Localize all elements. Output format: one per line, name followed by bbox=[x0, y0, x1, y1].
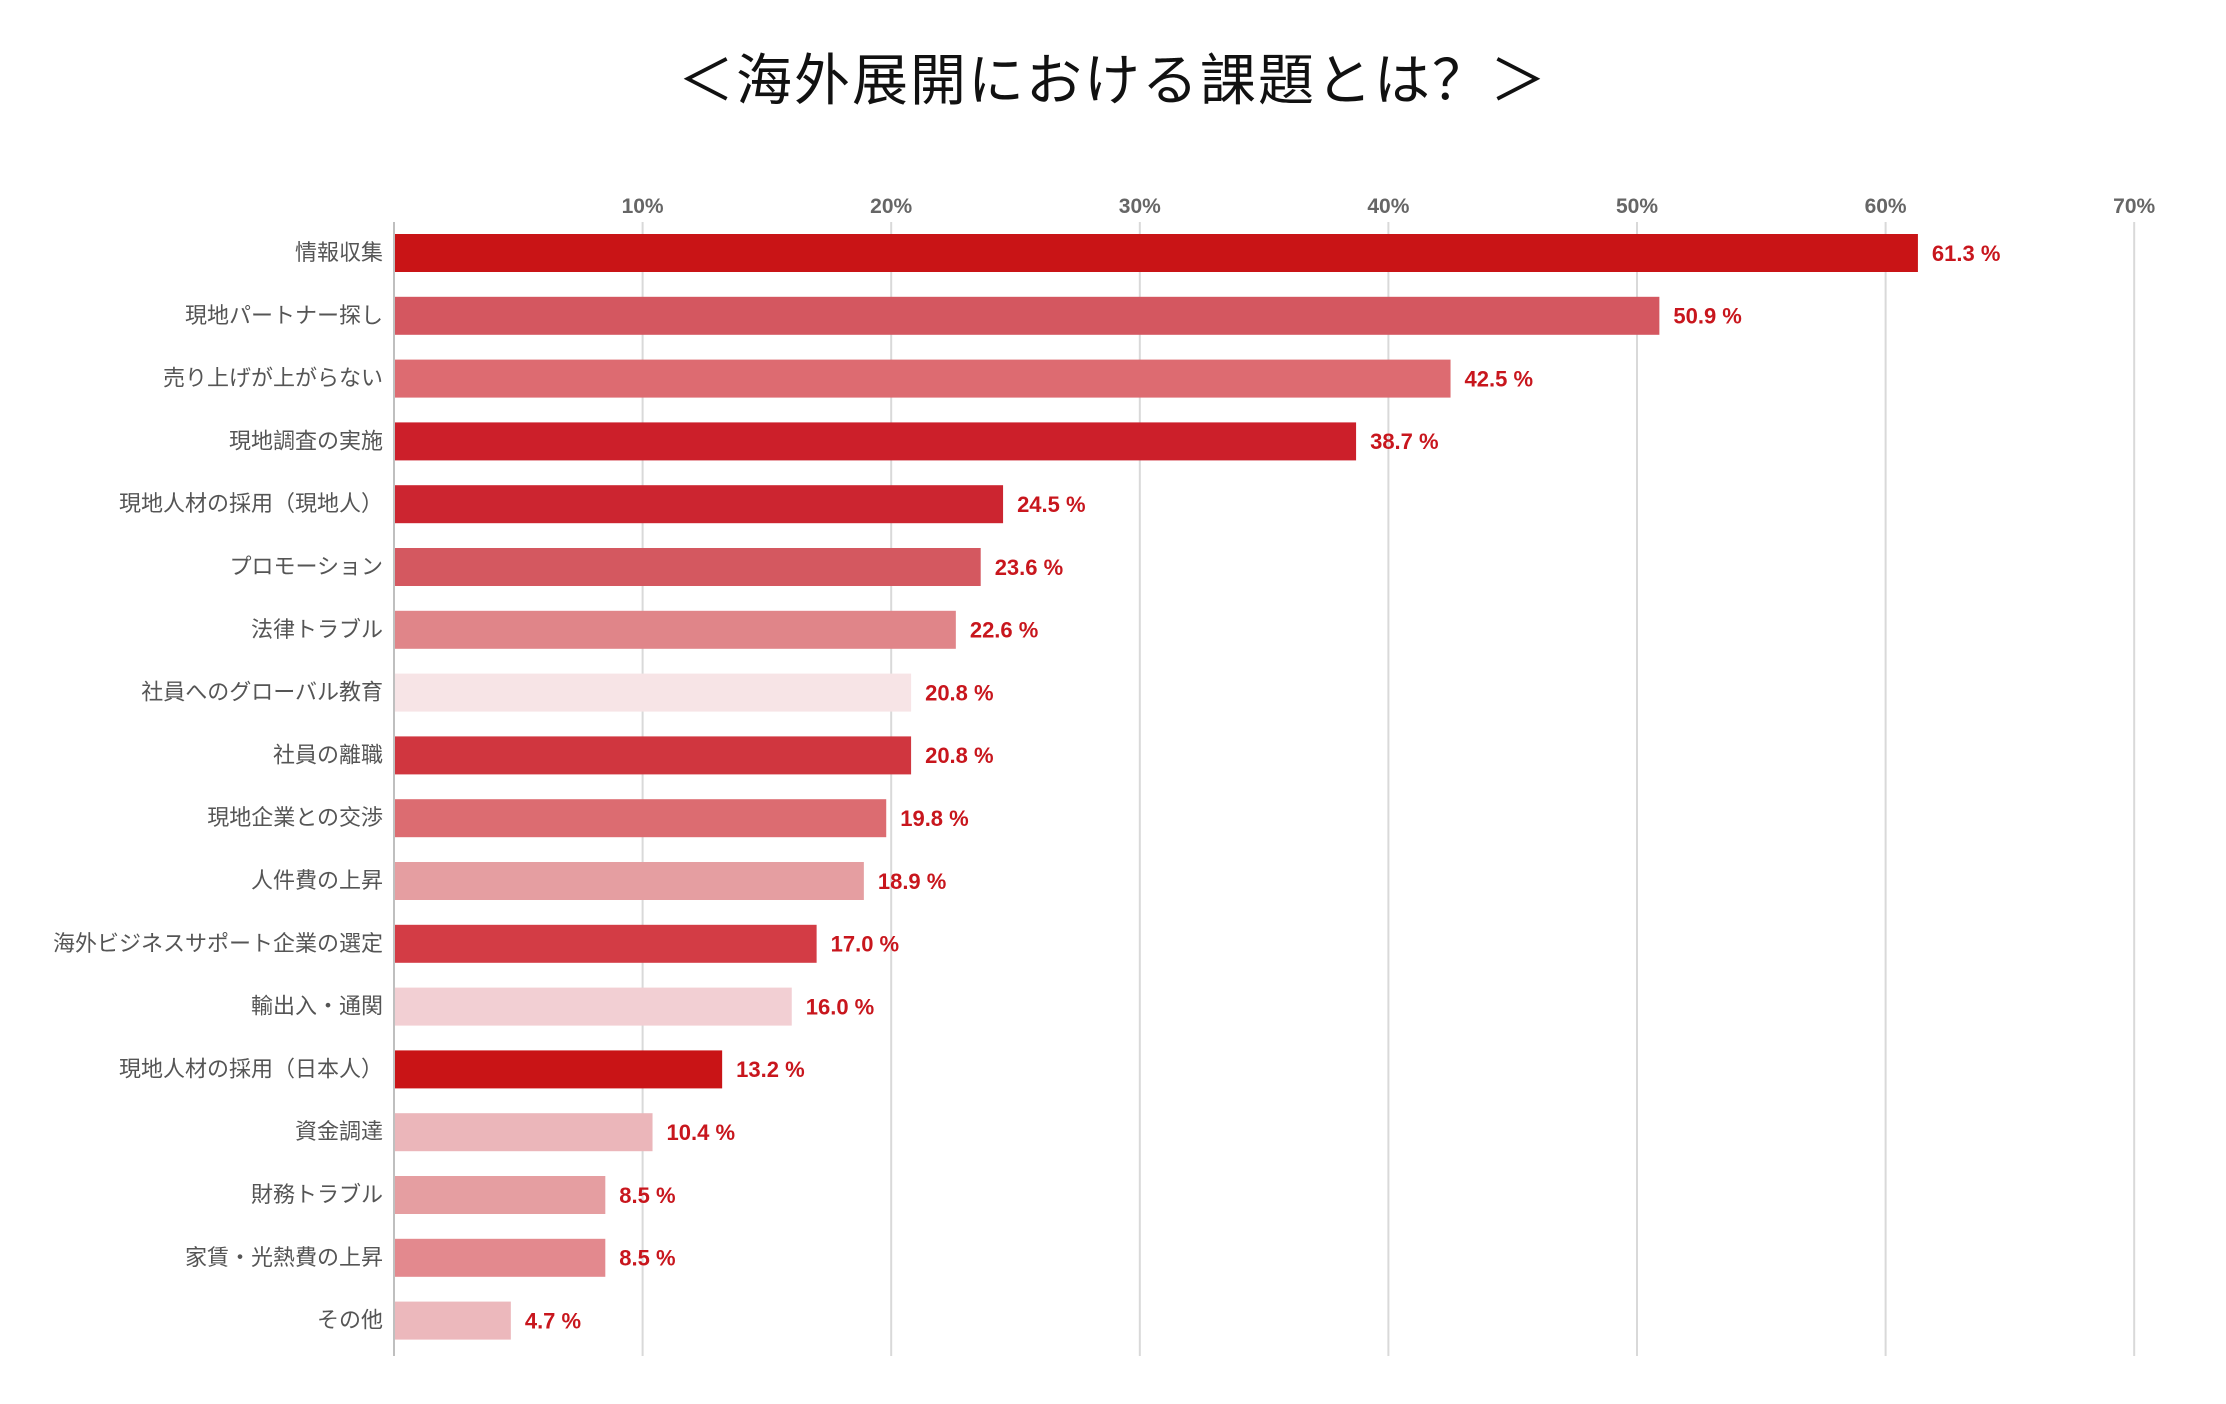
bar bbox=[394, 862, 864, 900]
data-label: 17.0 % bbox=[831, 932, 900, 957]
category-label: 財務トラブル bbox=[251, 1183, 383, 1208]
data-label: 10.4 % bbox=[667, 1120, 736, 1145]
x-tick-label: 40% bbox=[1367, 195, 1409, 218]
data-label: 22.6 % bbox=[970, 618, 1038, 643]
category-label: 家賃・光熱費の上昇 bbox=[185, 1246, 383, 1271]
bars bbox=[394, 234, 1918, 1340]
x-tick-label: 70% bbox=[2113, 195, 2155, 218]
bar bbox=[394, 987, 792, 1026]
data-label: 24.5 % bbox=[1017, 492, 1086, 517]
value-labels: 61.3 % 50.9 % 42.5 % 38.7 % 24.5 % 23.6 % 22.6… bbox=[525, 241, 2001, 1334]
category-labels: 情報収集現地パートナー探し売り上げが上がらない現地調査の実施現地人材の採用（現地… bbox=[53, 241, 383, 1334]
category-label: 輸出入・通関 bbox=[251, 995, 383, 1020]
category-label: 現地パートナー探し bbox=[185, 304, 383, 329]
data-label: 13.2 % bbox=[736, 1057, 805, 1082]
bar bbox=[394, 736, 912, 775]
x-axis-ticks: 10% 20% 30% 40% 50% 60% 70% bbox=[622, 195, 2156, 218]
chart-title: ＜海外展開における課題とは？＞ bbox=[678, 49, 1548, 114]
bar bbox=[394, 924, 817, 963]
bar bbox=[394, 1301, 511, 1340]
data-label: 8.5 % bbox=[619, 1183, 675, 1208]
category-label: 現地企業との交渉 bbox=[207, 806, 383, 831]
category-label: 社員の離職 bbox=[273, 743, 383, 768]
data-label: 20.8 % bbox=[925, 743, 994, 768]
gridlines bbox=[641, 222, 2136, 1356]
data-label: 42.5 % bbox=[1465, 366, 1534, 391]
x-tick-label: 20% bbox=[870, 195, 912, 218]
data-label: 20.8 % bbox=[925, 680, 994, 705]
category-label: プロモーション bbox=[229, 555, 383, 580]
category-label: 海外ビジネスサポート企業の選定 bbox=[53, 932, 383, 957]
category-label: 法律トラブル bbox=[251, 618, 383, 643]
bar bbox=[394, 610, 956, 649]
bar bbox=[394, 296, 1660, 335]
data-label: 18.9 % bbox=[878, 869, 947, 894]
x-tick-label: 10% bbox=[622, 195, 664, 218]
data-label: 61.3 % bbox=[1932, 241, 2001, 266]
bar bbox=[394, 359, 1451, 398]
data-label: 8.5 % bbox=[619, 1246, 675, 1271]
bar bbox=[394, 1113, 653, 1152]
category-label: 人件費の上昇 bbox=[251, 869, 383, 894]
category-label: 資金調達 bbox=[295, 1120, 383, 1145]
category-label: 情報収集 bbox=[295, 241, 383, 266]
bar bbox=[394, 1238, 606, 1277]
bar bbox=[394, 548, 981, 586]
x-tick-label: 50% bbox=[1616, 195, 1658, 218]
x-tick-label: 60% bbox=[1865, 195, 1907, 218]
data-label: 23.6 % bbox=[995, 555, 1064, 580]
bar bbox=[394, 422, 1357, 461]
x-tick-label: 30% bbox=[1119, 195, 1161, 218]
data-label: 16.0 % bbox=[806, 994, 875, 1019]
category-label: 現地人材の採用（日本人） bbox=[119, 1057, 383, 1082]
bar bbox=[394, 673, 912, 712]
category-label: 売り上げが上がらない bbox=[163, 367, 383, 392]
data-label: 38.7 % bbox=[1370, 429, 1439, 454]
category-label: 社員へのグローバル教育 bbox=[141, 681, 383, 706]
bar bbox=[394, 799, 887, 838]
data-label: 19.8 % bbox=[900, 806, 969, 831]
bar bbox=[394, 1176, 606, 1214]
category-label: 現地調査の実施 bbox=[229, 429, 383, 454]
data-label: 50.9 % bbox=[1673, 304, 1742, 329]
bar bbox=[394, 234, 1918, 272]
bar bbox=[394, 1050, 723, 1089]
category-label: その他 bbox=[317, 1309, 383, 1334]
bar bbox=[394, 485, 1004, 524]
category-label: 現地人材の採用（現地人） bbox=[119, 492, 383, 517]
data-label: 4.7 % bbox=[525, 1308, 581, 1333]
